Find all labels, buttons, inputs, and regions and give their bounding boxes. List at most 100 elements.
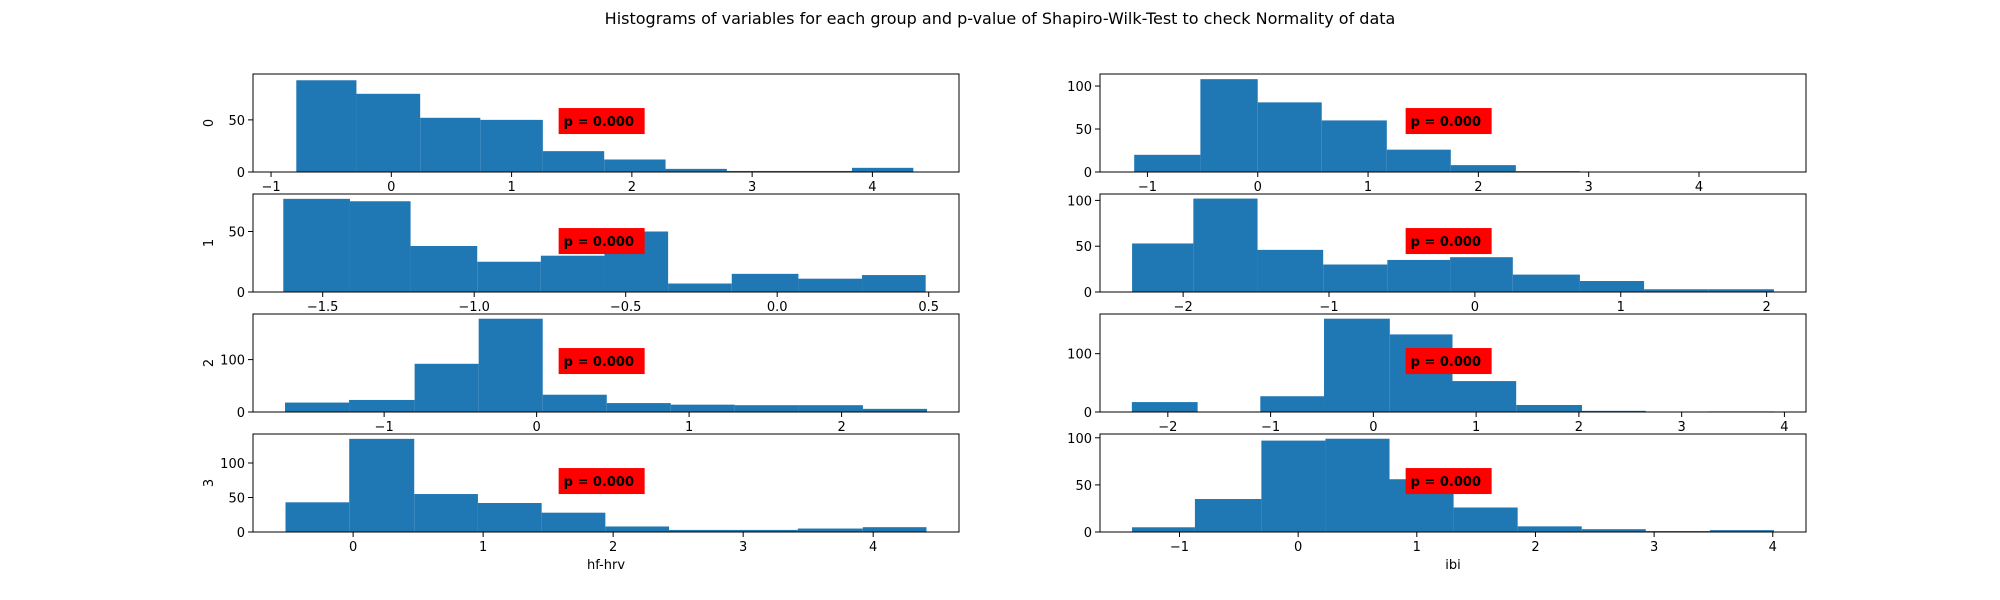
x-tick-label: −1 — [1170, 540, 1189, 555]
p-value-box — [558, 228, 645, 255]
histogram-bar — [1452, 381, 1517, 412]
histogram-bar — [285, 502, 350, 532]
histogram-bar — [1261, 440, 1326, 532]
histogram-bar — [480, 119, 543, 172]
histogram-bar — [734, 405, 799, 412]
y-axis-label: 0 — [202, 119, 217, 127]
p-value-label: p = 0.000 — [564, 235, 634, 250]
p-value-box — [558, 348, 645, 375]
histogram-bar — [540, 255, 605, 292]
histogram-bar — [1257, 102, 1322, 172]
x-tick-label: 2 — [1762, 300, 1770, 315]
x-tick-label: 1 — [479, 540, 487, 555]
x-tick-label: 1 — [1413, 540, 1421, 555]
x-tick-label: −1 — [1319, 300, 1338, 315]
axes-frame — [1099, 313, 1807, 413]
subplot-group-2-ibi: −2 −1 0 1 2 3 4 0 100 p = 0.000 — [1067, 313, 1807, 435]
x-tick-label: −1 — [1261, 420, 1280, 435]
p-value-label: p = 0.000 — [1411, 115, 1481, 130]
x-tick-label: 0 — [1294, 540, 1302, 555]
histogram-bar — [283, 198, 350, 292]
histogram-bar — [862, 408, 927, 412]
x-tick-label: 0 — [532, 420, 540, 435]
histogram-bar — [1453, 507, 1518, 532]
y-tick-label: 50 — [1075, 240, 1092, 255]
p-value-box — [558, 108, 645, 135]
y-tick-label: 50 — [228, 491, 245, 506]
axes-frame — [1099, 73, 1807, 173]
y-tick-label: 0 — [1084, 286, 1092, 301]
histogram-bar — [1132, 243, 1194, 292]
x-tick-label: 4 — [1695, 180, 1703, 195]
histogram-bar — [1132, 527, 1195, 532]
histogram-bar — [1200, 79, 1258, 172]
y-tick-label: 100 — [220, 354, 245, 369]
y-tick-label: 50 — [1075, 479, 1092, 494]
x-tick-label: −2 — [1174, 300, 1193, 315]
y-tick-label: 0 — [237, 286, 245, 301]
histogram-bar — [731, 273, 799, 292]
histogram-bar — [420, 117, 481, 172]
histogram-bar — [414, 363, 479, 412]
x-tick-label: 2 — [1531, 540, 1539, 555]
p-value-box — [1405, 108, 1492, 135]
subplot-group-0-hf-hrv: −1 0 1 2 3 4 0 50 0 p = 0.000 — [202, 73, 960, 195]
histogram-bar — [1579, 281, 1645, 292]
axes-frame — [252, 433, 960, 533]
subplot-group-0-ibi: −1 0 1 2 3 4 0 50 100 p = 0.000 — [1067, 73, 1807, 195]
x-tick-label: 4 — [868, 180, 876, 195]
y-tick-label: 0 — [237, 406, 245, 421]
p-value-label: p = 0.000 — [564, 115, 634, 130]
histogram-bar — [1516, 405, 1582, 412]
y-axis-label: 3 — [202, 479, 217, 487]
p-value-label: p = 0.000 — [564, 355, 634, 370]
histogram-bar — [1387, 259, 1451, 292]
histogram-bar — [1323, 264, 1388, 292]
x-axis-label: hf-hrv — [587, 558, 625, 573]
histogram-bar — [670, 404, 735, 412]
histogram-bar — [797, 528, 863, 532]
x-tick-label: −0.5 — [610, 300, 642, 315]
histogram-bar — [1708, 289, 1774, 292]
histogram-bar — [1134, 154, 1201, 172]
x-tick-label: 0 — [1471, 300, 1479, 315]
y-tick-label: 0 — [1084, 526, 1092, 541]
y-tick-label: 0 — [1084, 406, 1092, 421]
histogram-bar — [1450, 165, 1516, 172]
x-tick-label: 0.5 — [918, 300, 939, 315]
x-tick-label: 3 — [739, 540, 747, 555]
histogram-bar — [798, 278, 863, 292]
histogram-bar — [862, 527, 927, 532]
histogram-bar — [542, 151, 605, 172]
p-value-label: p = 0.000 — [564, 475, 634, 490]
x-tick-label: 4 — [1780, 420, 1788, 435]
histogram-bar — [1324, 318, 1390, 412]
y-tick-label: 50 — [228, 226, 245, 241]
y-axis-label: 2 — [202, 359, 217, 367]
histogram-bar — [1325, 438, 1390, 532]
p-value-box — [1405, 348, 1492, 375]
histogram-bar — [669, 529, 735, 532]
histogram-bar — [356, 93, 421, 172]
y-tick-label: 100 — [220, 457, 245, 472]
histogram-bar — [665, 168, 727, 172]
x-tick-label: 3 — [1678, 420, 1686, 435]
y-tick-label: 0 — [1084, 166, 1092, 181]
subplot-group-1-ibi: −2 −1 0 1 2 0 50 100 p = 0.000 — [1067, 193, 1807, 315]
axes-frame — [1099, 193, 1807, 293]
x-tick-label: 1 — [1617, 300, 1625, 315]
x-tick-label: 2 — [1474, 180, 1482, 195]
x-tick-label: 3 — [1585, 180, 1593, 195]
y-tick-label: 50 — [228, 114, 245, 129]
x-tick-label: 1 — [507, 180, 515, 195]
histogram-bar — [798, 405, 863, 412]
histogram-bar — [1321, 120, 1387, 172]
y-tick-label: 0 — [237, 526, 245, 541]
histogram-bar — [604, 159, 666, 172]
histogram-bar — [1386, 149, 1451, 172]
histogram-bar — [410, 246, 478, 292]
x-tick-label: −1 — [375, 420, 394, 435]
y-tick-label: 100 — [1067, 348, 1092, 363]
histogram-bar — [605, 526, 670, 532]
